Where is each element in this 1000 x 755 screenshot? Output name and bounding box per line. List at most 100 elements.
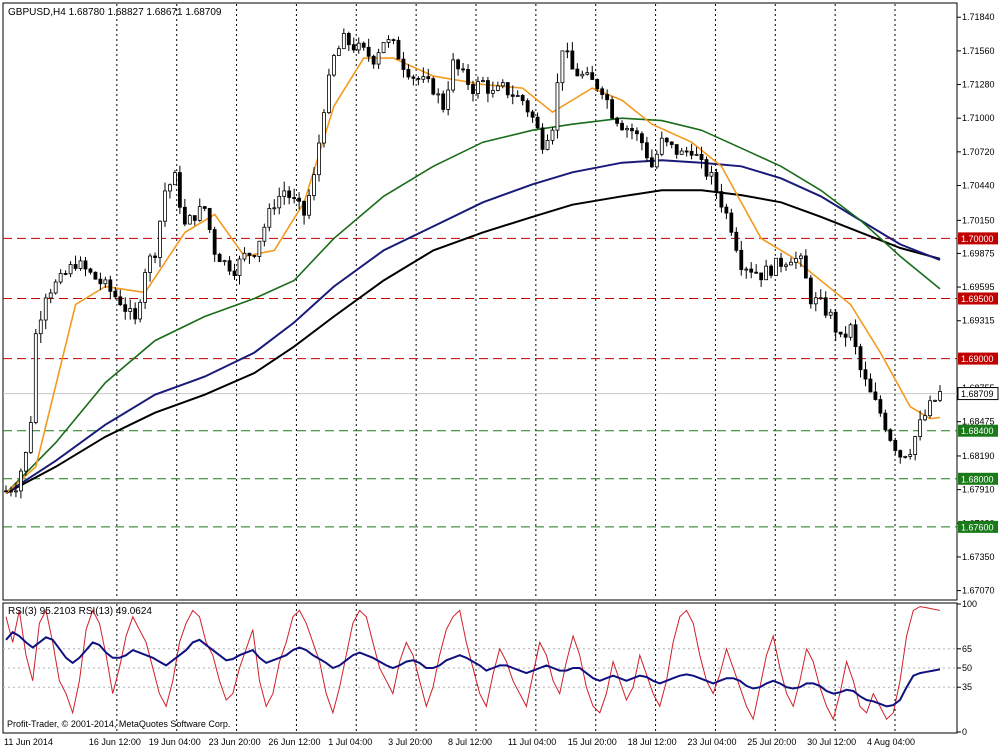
level-badge [958, 232, 998, 245]
candle-body [9, 490, 13, 493]
candle-body [555, 82, 560, 131]
x-tick-label: 30 Jul 12:00 [807, 737, 856, 747]
candle-body [217, 253, 222, 263]
candle-body [481, 80, 485, 83]
candle-body [143, 272, 148, 303]
candle-body [848, 324, 853, 338]
y-tick-label: 1.67350 [962, 552, 995, 562]
candle-body [426, 76, 431, 80]
candle-body [620, 122, 624, 131]
candle-body [764, 265, 769, 281]
x-tick-label: 8 Jul 12:00 [448, 737, 492, 747]
candle-body [858, 346, 863, 371]
level-badge-label: 1.68400 [961, 426, 994, 436]
candle-body [381, 42, 386, 54]
candle-body [177, 172, 182, 208]
candle-body [93, 271, 98, 280]
candle-body [396, 39, 401, 60]
candle-body [461, 68, 465, 71]
candle-body [798, 255, 803, 259]
candle-body [794, 258, 798, 263]
candle-body [168, 184, 172, 192]
ma-black-line [5, 189, 941, 495]
candle-body [331, 55, 336, 76]
candle-body [63, 273, 68, 275]
candle-body [779, 257, 783, 267]
y-tick-label: 1.69595 [962, 282, 995, 292]
rsi-y-tick-label: 35 [962, 682, 972, 692]
y-tick-label: 1.67910 [962, 485, 995, 495]
candle-body [73, 264, 78, 269]
candle-body [83, 260, 88, 270]
candle-body [640, 133, 644, 144]
candle-body [709, 172, 714, 177]
rsi13-line [5, 630, 941, 708]
candle-body [227, 260, 232, 272]
y-tick-label: 1.70720 [962, 147, 995, 157]
candle-body [187, 215, 192, 225]
candle-body [863, 369, 868, 380]
rsi-y-tick-label: 100 [962, 599, 977, 609]
candle-body [327, 74, 331, 114]
candle-body [694, 153, 699, 156]
copyright-text: Profit-Trader, © 2001-2014, MetaQuotes S… [7, 719, 230, 729]
candle-body [4, 490, 8, 493]
candle-body [133, 308, 138, 320]
y-tick-label: 1.70150 [962, 215, 995, 225]
candle-body [43, 297, 48, 321]
y-tick-label: 1.71280 [962, 80, 995, 90]
candle-body [570, 50, 575, 70]
candle-body [212, 229, 217, 255]
rsi-y-tick-label: 65 [962, 644, 972, 654]
candle-body [19, 470, 23, 492]
ma-navy-line [5, 159, 941, 495]
y-tick-label: 1.67070 [962, 586, 995, 596]
candle-body [207, 208, 212, 230]
x-tick-label: 19 Jun 04:00 [149, 737, 201, 747]
rsi-y-tick-label: 0 [962, 727, 967, 737]
candle-body [774, 257, 778, 276]
candle-body [615, 117, 619, 124]
candle-body [759, 272, 764, 281]
y-tick-label: 1.70440 [962, 181, 995, 191]
candle-body [476, 81, 480, 94]
candle-body [515, 95, 520, 97]
candle-body [754, 271, 759, 274]
candle-body [923, 415, 927, 421]
candle-body [182, 206, 187, 225]
candle-body [903, 456, 908, 458]
candle-body [565, 50, 570, 53]
candle-body [282, 190, 287, 197]
candle-body [391, 39, 396, 41]
candle-body [853, 324, 858, 348]
x-tick-label: 3 Jul 20:00 [388, 737, 432, 747]
candle-body [466, 69, 470, 85]
candle-body [33, 333, 38, 423]
candle-body [684, 150, 689, 153]
candle-body [873, 391, 878, 400]
candle-body [23, 452, 28, 472]
candle-body [535, 116, 540, 129]
candle-body [163, 190, 167, 222]
candle-body [456, 59, 460, 70]
y-tick-label: 1.71000 [962, 113, 995, 123]
candle-body [471, 84, 475, 94]
candle-body [664, 137, 669, 143]
candle-body [322, 112, 326, 144]
candle-body [341, 33, 346, 50]
candle-body [242, 252, 247, 260]
candle-body [302, 200, 306, 216]
candle-body [78, 260, 83, 269]
candle-body [510, 94, 515, 97]
candle-body [938, 391, 942, 401]
candle-body [486, 80, 490, 94]
candle-body [828, 311, 833, 316]
candle-body [739, 249, 744, 270]
candle-body [500, 82, 505, 87]
candle-body [451, 59, 456, 91]
candle-body [138, 301, 143, 320]
candle-body [495, 85, 500, 91]
candle-body [317, 142, 321, 176]
